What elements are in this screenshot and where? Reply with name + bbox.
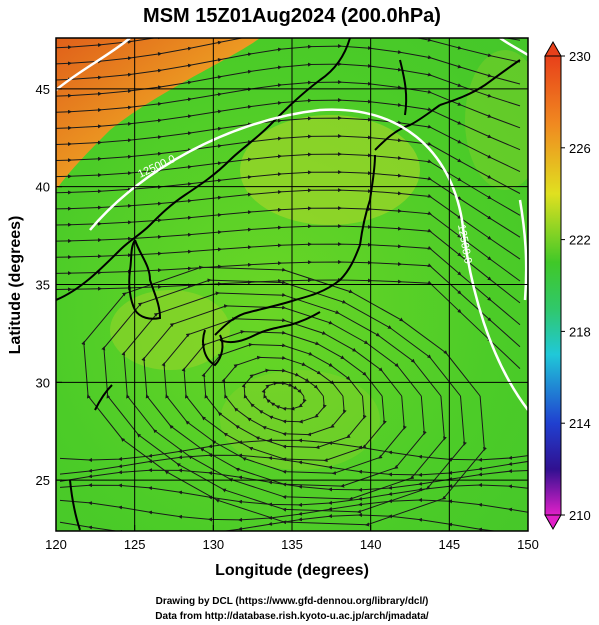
- colorbar-tick-label: 230: [569, 49, 591, 64]
- ryukyu-coast: [94, 384, 113, 411]
- colorbar-tick-label: 214: [569, 416, 591, 431]
- y-axis-ticks: 25 30 35 40 45: [36, 82, 62, 488]
- x-tick-label: 135: [281, 537, 303, 552]
- colorbar-gradient: [544, 55, 562, 516]
- x-tick-label: 145: [438, 537, 460, 552]
- colorbar-tick-label: 226: [569, 141, 591, 156]
- colorbar-tick-label: 222: [569, 233, 591, 248]
- streamline: [56, 224, 521, 304]
- x-tick-label: 150: [517, 537, 539, 552]
- streamline: [56, 206, 521, 282]
- x-axis-label: Longitude (degrees): [215, 562, 369, 579]
- colorbar-tick-label: 210: [569, 508, 591, 523]
- taiwan-coast: [69, 479, 81, 531]
- colorbar-bottom-arrow: [544, 514, 562, 531]
- korea-coast: [128, 239, 162, 320]
- streamline: [56, 242, 521, 326]
- coastlines: [56, 38, 521, 531]
- x-axis-ticks: 120 125 130 135 140 145 150: [45, 525, 539, 552]
- y-axis-label: Latitude (degrees): [7, 216, 24, 355]
- kuril-coast: [439, 59, 521, 106]
- y-tick-label: 25: [36, 473, 50, 488]
- shikoku-coast: [219, 311, 321, 344]
- y-tick-label: 45: [36, 82, 50, 97]
- contour-right: [518, 199, 528, 301]
- streamline: [59, 513, 513, 531]
- hokkaido-coast: [374, 104, 441, 151]
- map-plot-area: 12500.0 12500.0: [56, 38, 528, 531]
- contour-upper-left: [56, 38, 131, 91]
- colorbar-top-arrow: [544, 40, 562, 57]
- honshu-coast: [214, 154, 376, 336]
- x-tick-label: 120: [45, 537, 67, 552]
- colorbar: 230 226 222 218 214 210: [544, 40, 591, 531]
- x-tick-label: 140: [360, 537, 382, 552]
- kyushu-coast: [202, 329, 224, 367]
- y-tick-label: 40: [36, 180, 50, 195]
- sakhalin-coast: [399, 59, 408, 116]
- chart-title: MSM 15Z01Aug2024 (200.0hPa): [143, 5, 441, 27]
- mainland-coast: [56, 38, 351, 301]
- lat-lon-grid: [56, 38, 528, 531]
- colorbar-tick-label: 218: [569, 324, 591, 339]
- credit-data: Data from http://database.rish.kyoto-u.a…: [155, 611, 429, 622]
- contour-upper-right: [499, 38, 528, 57]
- yellowgreen-region: [110, 290, 230, 370]
- contour-12500: [89, 108, 528, 411]
- x-tick-label: 130: [202, 537, 224, 552]
- credit-drawing: Drawing by DCL (https://www.gfd-dennou.o…: [156, 596, 429, 607]
- height-contours: [56, 38, 528, 411]
- y-tick-label: 35: [36, 278, 50, 293]
- y-tick-label: 30: [36, 375, 50, 390]
- x-tick-label: 125: [124, 537, 146, 552]
